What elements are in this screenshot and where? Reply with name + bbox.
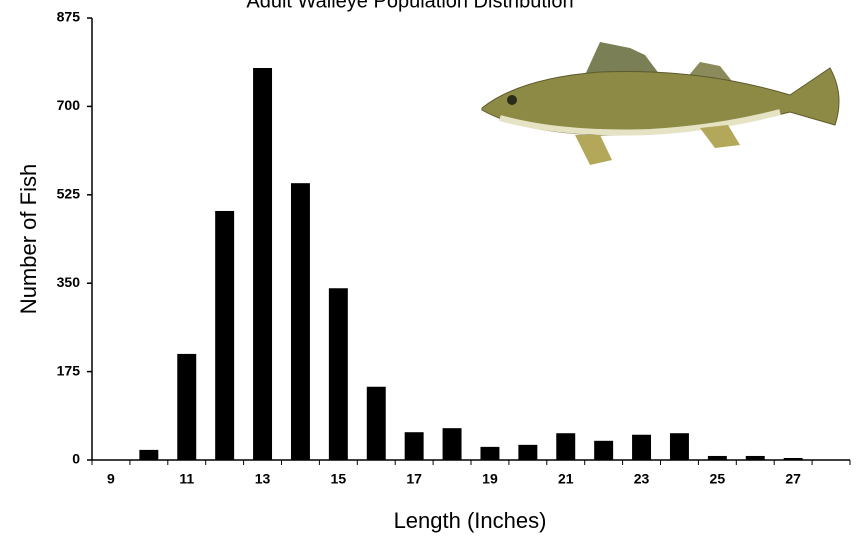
x-tick-label: 23: [634, 471, 650, 487]
y-tick-label: 0: [72, 451, 80, 467]
y-axis-title: Number of Fish: [16, 164, 41, 314]
bar: [177, 353, 197, 460]
bar: [404, 432, 424, 460]
fish-eye: [507, 95, 517, 105]
dorsal-fin: [585, 42, 660, 75]
y-tick-label: 700: [57, 97, 81, 113]
bar: [745, 455, 765, 460]
bar: [556, 433, 576, 460]
bar: [253, 68, 273, 460]
chart-title: Adult Walleye Population Distribution: [246, 0, 573, 12]
bar: [632, 434, 652, 460]
x-tick-label: 27: [785, 471, 801, 487]
pelvic-fin: [575, 135, 612, 165]
bar: [328, 288, 348, 460]
x-tick-label: 9: [107, 471, 115, 487]
x-axis-title: Length (Inches): [394, 508, 547, 533]
bar: [215, 210, 235, 460]
x-tick-label: 19: [482, 471, 498, 487]
bar: [594, 440, 614, 460]
fish-belly: [499, 109, 781, 136]
bar: [290, 183, 310, 461]
y-tick-label: 350: [57, 274, 81, 290]
fish-illustration: [481, 42, 840, 165]
x-tick-label: 15: [331, 471, 347, 487]
x-tick-label: 21: [558, 471, 574, 487]
bar: [783, 457, 803, 460]
x-tick-label: 25: [710, 471, 726, 487]
y-tick-label: 525: [57, 186, 81, 202]
x-tick-label: 17: [406, 471, 422, 487]
bar: [707, 455, 727, 460]
y-tick-label: 175: [57, 362, 81, 378]
bar: [366, 386, 386, 460]
bar: [480, 446, 500, 460]
bar: [139, 449, 159, 460]
bar: [518, 444, 538, 460]
x-tick-label: 11: [179, 471, 194, 487]
anal-fin: [700, 125, 740, 148]
y-tick-label: 875: [57, 9, 81, 25]
x-tick-label: 13: [255, 471, 271, 487]
bar: [669, 433, 689, 460]
bar: [442, 428, 462, 460]
